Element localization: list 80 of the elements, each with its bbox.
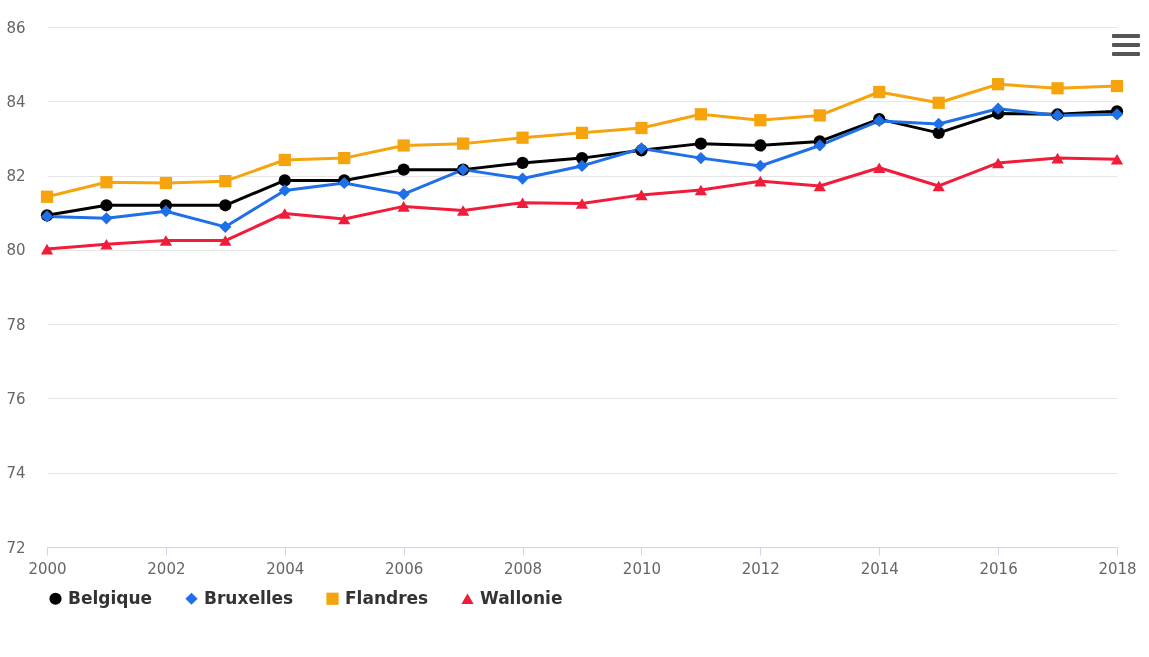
point [338, 213, 351, 225]
point [397, 188, 410, 201]
point [159, 205, 173, 218]
point [813, 109, 826, 122]
point [1051, 152, 1064, 164]
point [397, 163, 410, 176]
point [932, 180, 945, 192]
point [100, 212, 113, 225]
x-tick-label: 2014 [860, 559, 899, 578]
point [754, 139, 767, 152]
legend-label: Belgique [68, 587, 153, 608]
point [1051, 82, 1064, 95]
point [754, 114, 767, 127]
point [516, 197, 529, 208]
point [873, 85, 886, 99]
legend-label: Bruxelles [204, 587, 294, 608]
point [575, 198, 589, 209]
x-tick-label: 2008 [503, 559, 543, 578]
point [575, 126, 589, 139]
point [100, 176, 113, 189]
y-tick-label: 82 [6, 167, 26, 186]
legend-label: Wallonie [480, 587, 563, 608]
y-tick-label: 74 [6, 464, 26, 483]
legend-label: Flandres [345, 587, 429, 608]
point [991, 102, 1005, 115]
point [635, 189, 648, 201]
point [397, 139, 410, 152]
y-tick-label: 80 [6, 241, 26, 260]
point [219, 220, 232, 233]
point [278, 153, 291, 167]
point [219, 199, 232, 212]
point [813, 180, 826, 192]
point [456, 137, 470, 150]
point [100, 199, 113, 212]
point [456, 205, 470, 216]
point [159, 235, 173, 246]
y-tick-label: 72 [6, 538, 26, 557]
point [932, 117, 945, 131]
point [1110, 153, 1124, 165]
point [575, 159, 589, 173]
point [1110, 79, 1124, 93]
point [991, 157, 1005, 169]
x-tick-label: 2004 [266, 559, 305, 578]
y-tick-label: 78 [6, 315, 26, 334]
point [159, 176, 173, 190]
point [932, 126, 945, 139]
x-tick-label: 2016 [979, 559, 1018, 578]
point [932, 96, 945, 109]
point [873, 162, 886, 174]
y-tick-label: 84 [6, 92, 26, 111]
point [278, 184, 291, 197]
point [40, 190, 54, 203]
point [694, 108, 708, 121]
x-tick-label: 2012 [741, 559, 780, 578]
point [40, 243, 54, 255]
point [694, 184, 708, 196]
y-tick-label: 76 [6, 389, 26, 408]
x-tick-label: 2010 [622, 559, 662, 578]
x-tick-label: 2000 [28, 559, 67, 578]
point [516, 156, 529, 170]
point [754, 175, 767, 187]
point [278, 174, 291, 187]
point [694, 137, 708, 150]
y-tick-label: 86 [6, 18, 26, 37]
x-tick-label: 2002 [147, 559, 186, 578]
point [516, 131, 529, 144]
point [219, 175, 232, 188]
point [338, 151, 351, 165]
x-tick-label: 2018 [1098, 559, 1137, 578]
point [754, 159, 767, 173]
point [694, 151, 708, 165]
point [278, 208, 291, 219]
point [813, 139, 826, 152]
point [516, 172, 529, 185]
point [635, 121, 648, 135]
point [219, 235, 232, 246]
point [991, 78, 1005, 91]
point [397, 201, 410, 212]
point [100, 238, 113, 250]
x-tick-label: 2006 [385, 559, 424, 578]
